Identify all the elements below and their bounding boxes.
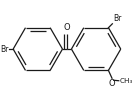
Text: Br: Br [0, 45, 8, 54]
Text: O: O [64, 23, 70, 32]
Text: Br: Br [114, 14, 122, 23]
Text: O: O [109, 79, 115, 88]
Text: CH₃: CH₃ [120, 78, 133, 84]
